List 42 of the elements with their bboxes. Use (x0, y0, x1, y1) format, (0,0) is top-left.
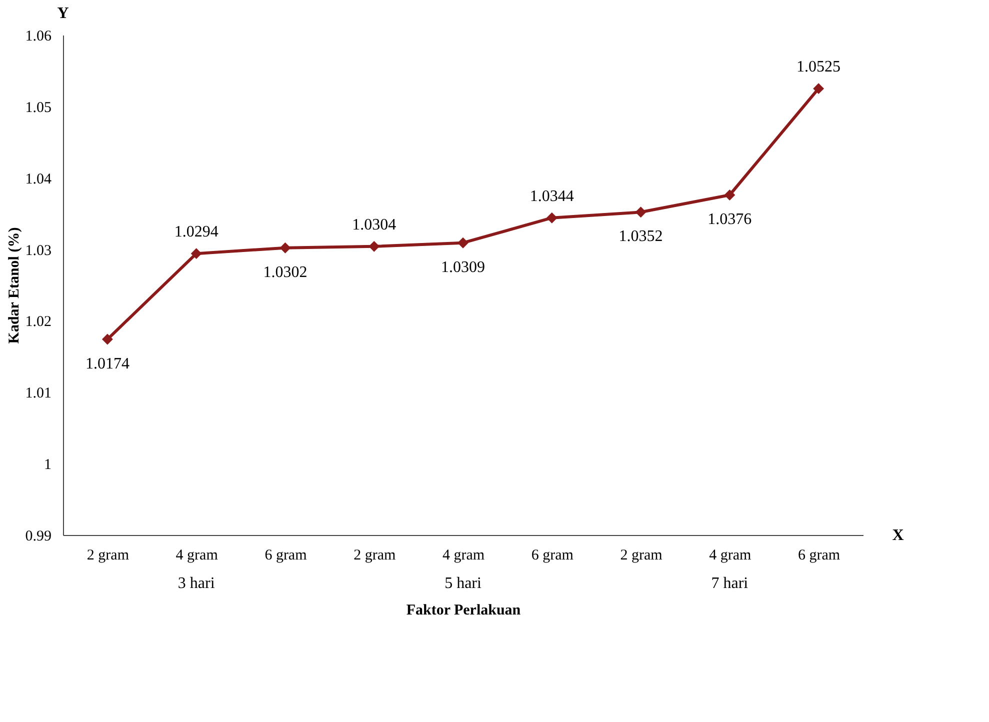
x-tick-label: 4 gram (442, 548, 485, 564)
y-tick-label: 1.03 (25, 242, 52, 259)
data-label: 1.0376 (708, 211, 752, 228)
data-label: 1.0309 (441, 258, 485, 276)
data-label: 1.0525 (796, 58, 841, 76)
point (190, 248, 202, 260)
x-tick-label: 6 gram (531, 548, 574, 564)
y-tick-label: 1.01 (25, 386, 52, 402)
data-label: 1.0352 (618, 228, 663, 246)
x-tick-label: 2 gram (354, 548, 396, 564)
data-label: 1.0344 (530, 188, 574, 205)
point (724, 190, 736, 200)
point (102, 334, 113, 345)
y-tick-label: 1.06 (25, 28, 52, 44)
data-label: 1.0304 (352, 216, 396, 234)
data-label: 1.0174 (85, 355, 130, 372)
y-tick-label: 1 (44, 457, 52, 474)
y-axis-title: Kadar Etanol (%) (6, 227, 22, 344)
data-label: 1.0294 (174, 224, 218, 241)
text: 5 hari (444, 575, 482, 592)
text: 3 hari (178, 575, 216, 592)
x-axis-title: Faktor Perlakuan (406, 602, 522, 618)
text: 7 hari (711, 575, 749, 592)
point (280, 242, 291, 254)
text: X (892, 527, 904, 544)
point (368, 240, 380, 252)
point (546, 212, 558, 224)
data-label: 1.0302 (263, 264, 308, 281)
x-tick-label: 2 gram (86, 548, 130, 564)
text: Y (57, 5, 70, 22)
x-tick-label: 2 gram (620, 548, 663, 564)
x-tick-label: 6 gram (798, 548, 840, 564)
y-tick-label: 1.02 (25, 314, 52, 330)
point (635, 206, 646, 218)
y-tick-label: 0.99 (25, 528, 52, 544)
y-tick-label: 1.05 (25, 100, 52, 116)
point (458, 237, 468, 248)
point (813, 83, 824, 94)
x-tick-label: 4 gram (176, 548, 218, 564)
y-tick-label: 1.04 (25, 171, 52, 188)
x-tick-label: 4 gram (709, 548, 752, 564)
x-tick-label: 6 gram (264, 548, 308, 564)
